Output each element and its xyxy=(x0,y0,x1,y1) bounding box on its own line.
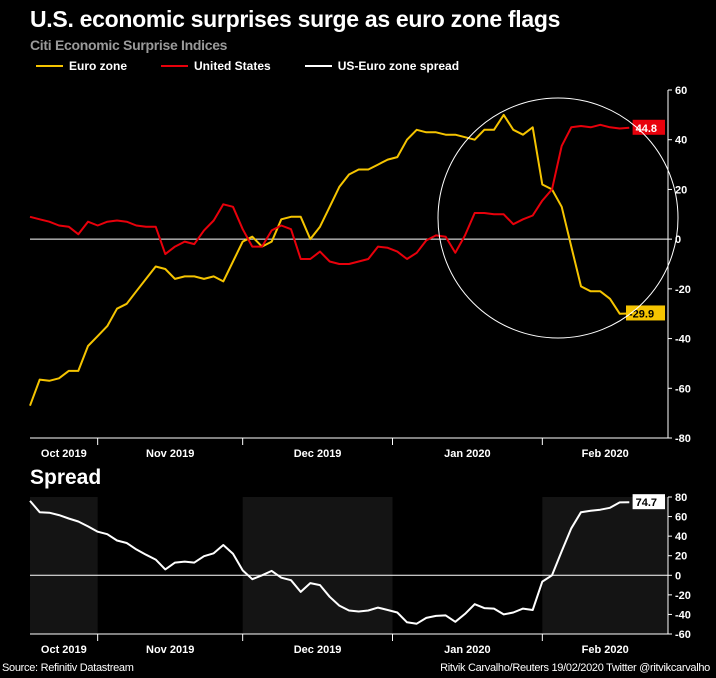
source-note: Source: Refinitiv Datastream xyxy=(2,662,134,674)
x-tick-label: Jan 2020 xyxy=(444,644,490,656)
y-tick-label: -80 xyxy=(675,433,691,445)
y-tick-label: -20 xyxy=(675,284,691,296)
chart-subtitle: Citi Economic Surprise Indices xyxy=(30,37,228,53)
y-tick-label: 0 xyxy=(675,234,681,246)
y-tick-label: -60 xyxy=(675,629,691,641)
last-value-label: 74.7 xyxy=(636,497,657,509)
legend-label: Euro zone xyxy=(69,59,128,73)
shaded-month-band xyxy=(242,497,393,634)
x-tick-label: Oct 2019 xyxy=(41,448,87,460)
x-tick-label: Nov 2019 xyxy=(146,448,194,460)
series-line-euro-zone xyxy=(29,113,630,407)
y-tick-label: 20 xyxy=(675,551,687,563)
y-tick-label: 20 xyxy=(675,184,687,196)
chart-title: U.S. economic surprises surge as euro zo… xyxy=(30,6,561,32)
legend-item-euro: Euro zone xyxy=(36,59,127,73)
x-tick-label: Dec 2019 xyxy=(294,644,342,656)
legend-item-spread: US-Euro zone spread xyxy=(304,59,460,73)
y-tick-label: 60 xyxy=(675,512,687,524)
x-tick-label: Oct 2019 xyxy=(41,644,87,656)
legend-swatch-spread xyxy=(304,65,332,67)
legend: Euro zone United States US-Euro zone spr… xyxy=(36,59,493,73)
legend-item-us: United States xyxy=(161,59,271,73)
y-tick-label: 80 xyxy=(675,492,687,504)
spread-title: Spread xyxy=(30,466,102,489)
shaded-month-band xyxy=(542,497,668,634)
shaded-month-band xyxy=(30,497,98,634)
y-tick-label: 60 xyxy=(675,85,687,97)
last-value-badge xyxy=(632,494,665,510)
x-tick-label: Feb 2020 xyxy=(582,448,629,460)
x-tick-label: Dec 2019 xyxy=(294,448,342,460)
last-value-label: -29.9 xyxy=(629,308,654,320)
series-line-united-states xyxy=(29,123,630,265)
y-tick-label: 40 xyxy=(675,135,687,147)
y-tick-label: -40 xyxy=(675,609,691,621)
credit-note: Ritvik Carvalho/Reuters 19/02/2020 Twitt… xyxy=(440,662,710,674)
y-tick-label: 40 xyxy=(675,531,687,543)
x-tick-label: Jan 2020 xyxy=(444,448,490,460)
legend-swatch-euro xyxy=(36,65,63,67)
x-tick-label: Feb 2020 xyxy=(582,644,629,656)
y-tick-label: 0 xyxy=(675,570,681,582)
y-tick-label: -60 xyxy=(675,383,691,395)
legend-label: United States xyxy=(194,59,271,73)
y-tick-label: -20 xyxy=(675,590,691,602)
legend-swatch-us xyxy=(161,65,189,67)
legend-label: US-Euro zone spread xyxy=(337,59,460,73)
x-tick-label: Nov 2019 xyxy=(146,644,194,656)
series-line-us-euro-zone-spread xyxy=(29,500,630,625)
y-tick-label: -40 xyxy=(675,334,691,346)
annotation-circle xyxy=(437,97,679,339)
